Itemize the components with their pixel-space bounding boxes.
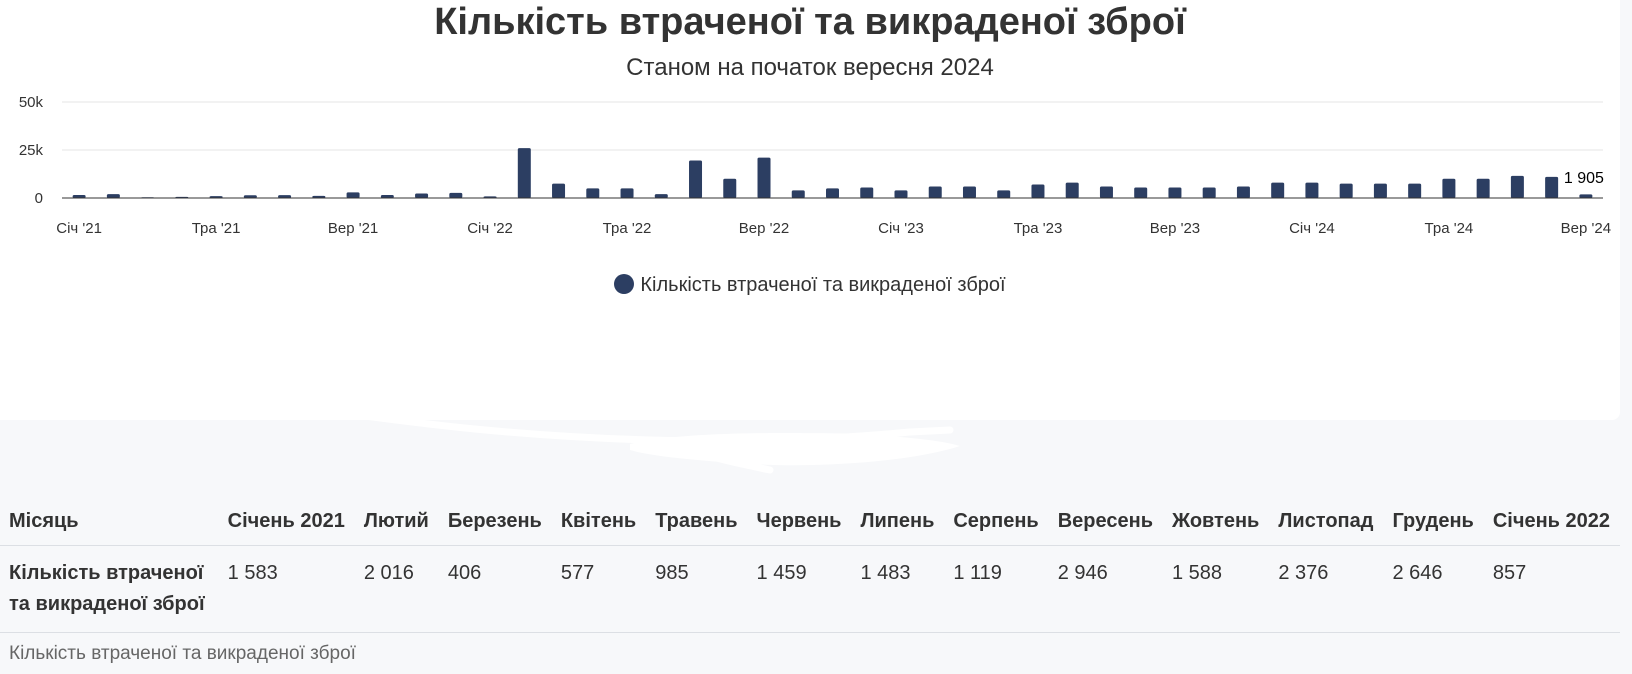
chart-bar [1442, 178, 1456, 198]
table-cell: 2 376 [1269, 545, 1384, 633]
chart-legend[interactable]: Кількість втраченої та викраденої зброї [0, 272, 1620, 298]
x-tick-label: Вер '21 [328, 220, 378, 237]
x-tick-label: Січ '24 [1289, 220, 1335, 237]
table-caption: Кількість втраченої та викраденої зброї [9, 643, 356, 664]
chart-bar [1339, 183, 1353, 198]
y-tick-label: 50k [19, 94, 44, 111]
x-tick-label: Січ '22 [467, 220, 513, 237]
y-tick-label: 0 [35, 190, 43, 207]
chart-bar [723, 178, 737, 198]
chart-bar [1202, 187, 1216, 198]
table-column-header: Серпень [944, 502, 1049, 546]
legend-label: Кількість втраченої та викраденої зброї [640, 274, 1006, 296]
table-column-header: Жовтень [1163, 502, 1270, 546]
table-cell: 1 459 [747, 545, 852, 633]
table-column-header: Січень 2021 [218, 502, 355, 546]
chart-bar [1545, 176, 1559, 198]
table-column-header: Липень [851, 502, 945, 546]
chart-bar [620, 188, 634, 198]
x-tick-label: Тра '21 [192, 220, 241, 237]
chart-bar [826, 188, 839, 198]
chart-bar [106, 194, 120, 198]
chart-bar [1031, 184, 1045, 198]
chart-bar [1271, 182, 1285, 198]
table-row: Кількість втраченої та викраденої зброї 1… [0, 545, 1620, 633]
table-cell: 2 016 [354, 545, 439, 633]
chart-bar [1510, 175, 1524, 198]
chart-bar [1168, 187, 1182, 198]
chart-bar [1579, 194, 1593, 198]
chart-bar [346, 192, 360, 198]
table-column-header: Місяць [0, 502, 219, 546]
chart-bar [928, 186, 942, 198]
chart-bar [552, 183, 566, 198]
chart-bar [1476, 178, 1490, 198]
chart-title: Кількість втраченої та викраденої зброї [434, 1, 1186, 43]
chart-bar [894, 190, 908, 198]
table-column-header: Червень [747, 502, 852, 546]
data-table: Місяць Січень 2021 Лютий Березень Квітень Тра… [0, 502, 1620, 633]
chart-bar [689, 160, 703, 198]
legend-marker [614, 274, 635, 294]
x-tick-label: Січ '23 [878, 220, 924, 237]
chart-bar [1065, 182, 1079, 198]
x-tick-label: Січ '21 [56, 220, 102, 237]
table-row-label: Кількість втраченої та викраденої зброї [0, 545, 219, 633]
table-cell: 1 583 [218, 545, 355, 633]
table-cell: 985 [646, 545, 748, 633]
chart-bar [1236, 186, 1250, 198]
chart-subtitle: Станом на початок вересня 2024 [626, 54, 994, 81]
table-column-header: Квітень [551, 502, 647, 546]
chart-bar [791, 190, 805, 198]
x-tick-label: Вер '24 [1561, 220, 1611, 237]
chart-bar [1134, 187, 1148, 198]
chart-bar [380, 194, 394, 198]
chart-bar [1373, 183, 1387, 198]
chart-bar [449, 192, 463, 198]
table-column-header: Березень [438, 502, 552, 546]
chart-bar [860, 187, 874, 198]
chart-bar [962, 186, 976, 198]
x-tick-label: Тра '23 [1014, 220, 1063, 237]
table-column-header: Лютий [354, 502, 439, 546]
scribble-overlay [350, 412, 960, 474]
table-header-row: Місяць Січень 2021 Лютий Березень Квітень Тра… [0, 502, 1620, 546]
chart-bar [517, 148, 531, 198]
chart-bar [278, 195, 292, 198]
chart-bar [654, 194, 668, 198]
chart-bar [1305, 182, 1319, 198]
table-column-header: Грудень [1383, 502, 1484, 546]
table-cell: 1 119 [944, 545, 1049, 633]
chart-card: Кількість втраченої та викраденої зброї … [0, 1, 1620, 298]
chart-bar [415, 193, 429, 198]
table-column-header: Вересень [1048, 502, 1163, 546]
data-label: 1 905 [1564, 170, 1604, 187]
x-tick-label: Тра '24 [1425, 220, 1474, 237]
bar-chart: 0 25k 50k Січ '21 Тра '21 Вер '21 Січ '22 Тра '… [19, 94, 1611, 237]
chart-bar [72, 194, 86, 198]
chart-bar [997, 190, 1011, 198]
table-cell: 857 [1483, 545, 1620, 633]
chart-bar [1408, 183, 1422, 198]
table-column-header: Травень [646, 502, 748, 546]
chart-bar [757, 157, 771, 198]
table-cell: 2 946 [1048, 545, 1163, 633]
x-tick-label: Тра '22 [603, 220, 652, 237]
x-tick-label: Вер '22 [739, 220, 789, 237]
table-column-header: Листопад [1269, 502, 1384, 546]
x-tick-label: Вер '23 [1150, 220, 1200, 237]
chart-bar [312, 195, 326, 198]
table-column-header: Січень 2022 [1483, 502, 1620, 546]
y-tick-label: 25k [19, 142, 44, 159]
chart-bar [1099, 186, 1113, 198]
table-cell: 2 646 [1383, 545, 1484, 633]
table-cell: 406 [438, 545, 552, 633]
chart-bar [243, 195, 257, 198]
table-cell: 1 588 [1163, 545, 1270, 633]
table-cell: 577 [551, 545, 647, 633]
table-cell: 1 483 [851, 545, 945, 633]
chart-bar [586, 188, 600, 198]
